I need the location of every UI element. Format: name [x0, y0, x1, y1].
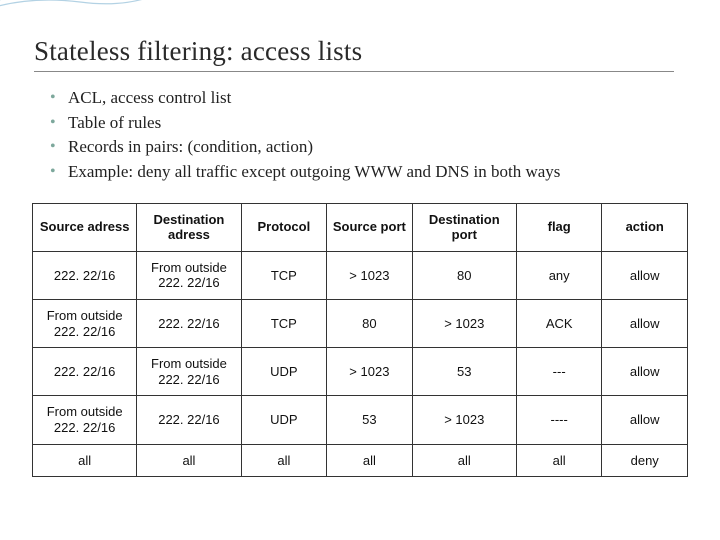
bullet-item: Example: deny all traffic except outgoin…: [50, 160, 720, 185]
col-dest-addr: Destination adress: [137, 203, 241, 251]
cell: From outside 222. 22/16: [137, 251, 241, 299]
cell: allow: [602, 251, 688, 299]
cell: all: [412, 444, 516, 477]
cell: ACK: [516, 299, 602, 347]
cell: 53: [327, 396, 413, 444]
col-protocol: Protocol: [241, 203, 327, 251]
cell: deny: [602, 444, 688, 477]
cell: TCP: [241, 251, 327, 299]
bullet-item: Records in pairs: (condition, action): [50, 135, 720, 160]
cell: all: [516, 444, 602, 477]
table-row: all all all all all all deny: [33, 444, 688, 477]
cell: all: [327, 444, 413, 477]
cell: > 1023: [327, 251, 413, 299]
cell: ---: [516, 348, 602, 396]
bullet-list: ACL, access control list Table of rules …: [0, 86, 720, 185]
cell: all: [241, 444, 327, 477]
table-row: 222. 22/16 From outside 222. 22/16 UDP >…: [33, 348, 688, 396]
cell: all: [137, 444, 241, 477]
col-dest-port: Destination port: [412, 203, 516, 251]
cell: 80: [327, 299, 413, 347]
col-flag: flag: [516, 203, 602, 251]
cell: > 1023: [412, 396, 516, 444]
cell: > 1023: [327, 348, 413, 396]
col-source-port: Source port: [327, 203, 413, 251]
cell: ----: [516, 396, 602, 444]
col-source-addr: Source adress: [33, 203, 137, 251]
cell: UDP: [241, 396, 327, 444]
cell: 222. 22/16: [137, 299, 241, 347]
table-row: From outside 222. 22/16 222. 22/16 TCP 8…: [33, 299, 688, 347]
cell: 222. 22/16: [33, 251, 137, 299]
cell: 80: [412, 251, 516, 299]
cell: allow: [602, 396, 688, 444]
cell: all: [33, 444, 137, 477]
table-row: From outside 222. 22/16 222. 22/16 UDP 5…: [33, 396, 688, 444]
bullet-item: ACL, access control list: [50, 86, 720, 111]
acl-table: Source adress Destination adress Protoco…: [32, 203, 688, 478]
page-title: Stateless filtering: access lists: [0, 0, 720, 71]
cell: 222. 22/16: [137, 396, 241, 444]
cell: 222. 22/16: [33, 348, 137, 396]
table-row: 222. 22/16 From outside 222. 22/16 TCP >…: [33, 251, 688, 299]
table-header-row: Source adress Destination adress Protoco…: [33, 203, 688, 251]
cell: TCP: [241, 299, 327, 347]
bullet-item: Table of rules: [50, 111, 720, 136]
cell: UDP: [241, 348, 327, 396]
col-action: action: [602, 203, 688, 251]
cell: allow: [602, 348, 688, 396]
cell: allow: [602, 299, 688, 347]
title-underline: [34, 71, 674, 72]
cell: 53: [412, 348, 516, 396]
cell: any: [516, 251, 602, 299]
cell: From outside 222. 22/16: [33, 299, 137, 347]
cell: From outside 222. 22/16: [33, 396, 137, 444]
cell: From outside 222. 22/16: [137, 348, 241, 396]
cell: > 1023: [412, 299, 516, 347]
